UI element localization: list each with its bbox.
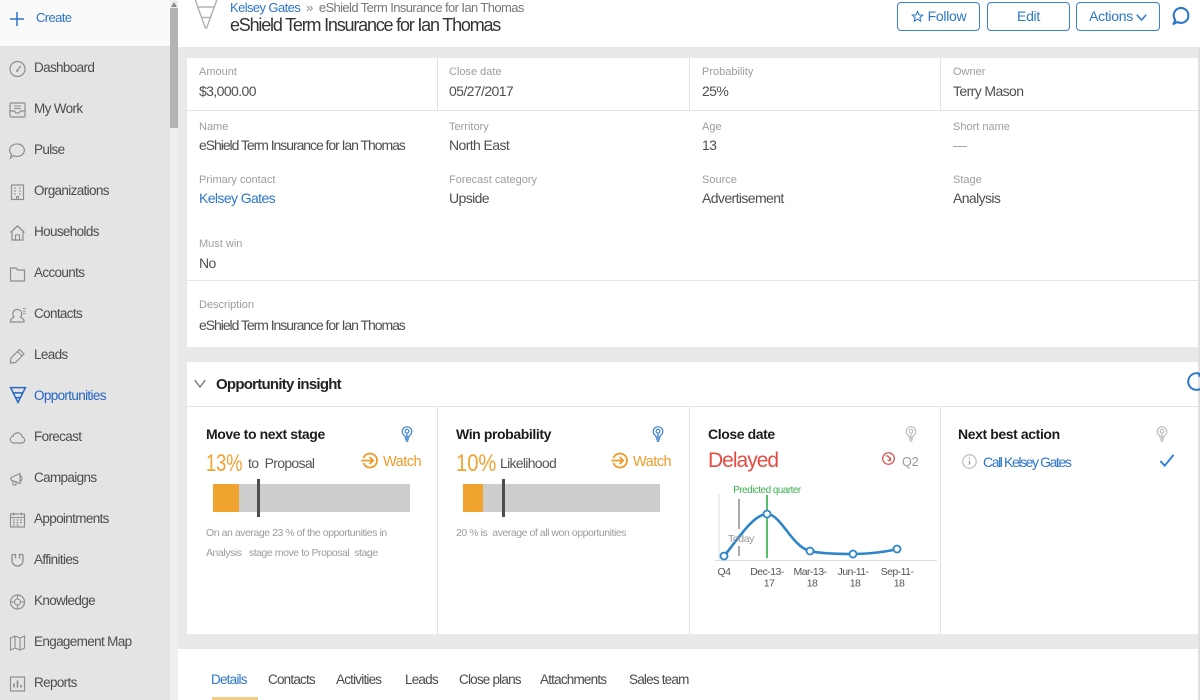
svg-text:18: 18	[807, 578, 818, 590]
svg-text:17: 17	[764, 578, 775, 590]
svg-text:Sep-11-: Sep-11-	[881, 566, 915, 578]
svg-text:18: 18	[850, 578, 861, 590]
svg-text:Dec-13-: Dec-13-	[750, 566, 785, 578]
svg-text:Mar-13-: Mar-13-	[794, 566, 828, 578]
svg-text:Predicted quarter: Predicted quarter	[733, 485, 802, 496]
svg-text:Jun-11-: Jun-11-	[838, 566, 870, 578]
svg-text:Today: Today	[728, 533, 755, 545]
svg-text:Q4: Q4	[718, 566, 732, 578]
svg-text:18: 18	[894, 578, 905, 590]
